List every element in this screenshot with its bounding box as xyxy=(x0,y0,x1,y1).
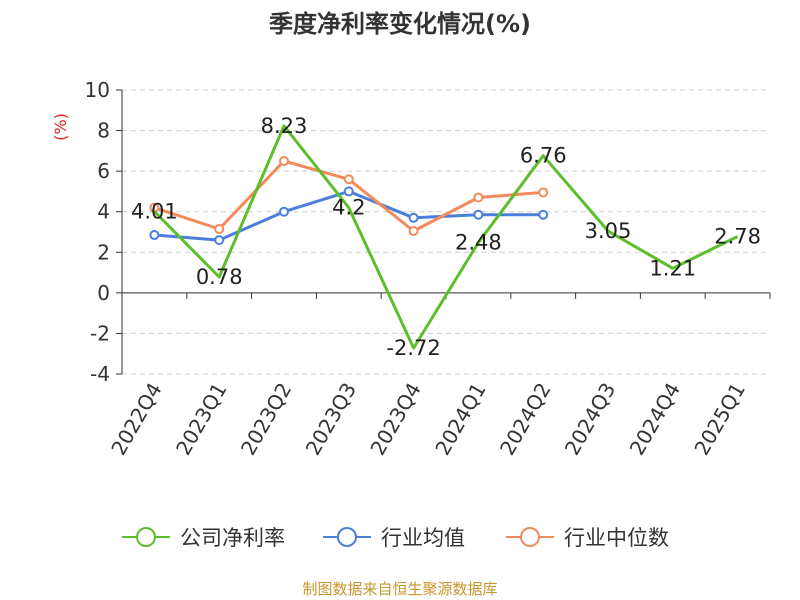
y-tick-label: 2 xyxy=(97,240,110,264)
legend-marker xyxy=(337,527,357,547)
series-point xyxy=(149,230,160,241)
x-tick-label: 2025Q1 xyxy=(689,379,749,460)
series-point xyxy=(343,174,354,185)
x-tick-label: 2023Q3 xyxy=(301,379,361,460)
series-point xyxy=(538,209,549,220)
legend-label: 行业均值 xyxy=(381,526,465,550)
series-point xyxy=(473,192,484,203)
y-tick-label: 0 xyxy=(97,281,110,305)
legend-marker xyxy=(520,527,540,547)
x-tick-label: 2023Q1 xyxy=(171,379,231,460)
series-point xyxy=(473,209,484,220)
y-axis-unit-label: (%) xyxy=(51,113,70,141)
data-label: 2.78 xyxy=(714,224,761,248)
y-tick-label: -4 xyxy=(90,362,110,386)
data-label: -2.72 xyxy=(386,336,440,360)
data-label: 6.76 xyxy=(520,144,567,168)
y-tick-label: -2 xyxy=(90,321,110,345)
series-point xyxy=(343,186,354,197)
data-label: 2.48 xyxy=(455,231,502,255)
y-tick-label: 8 xyxy=(97,119,110,143)
series-point xyxy=(538,187,549,198)
source-note: 制图数据来自恒生聚源数据库 xyxy=(302,580,497,598)
series-point xyxy=(408,212,419,223)
y-tick-label: 6 xyxy=(97,159,110,183)
x-tick-label: 2023Q2 xyxy=(236,379,296,460)
chart-title: 季度净利率变化情况(%) xyxy=(269,10,531,38)
series-lines xyxy=(149,124,739,350)
legend-label: 公司净利率 xyxy=(180,526,285,550)
x-tick-label: 2024Q4 xyxy=(625,379,685,460)
data-label: 4.2 xyxy=(332,196,365,220)
x-tick-label: 2024Q1 xyxy=(430,379,490,460)
legend: 公司净利率 行业均值 行业中位数 xyxy=(122,526,669,550)
data-label: 3.05 xyxy=(585,219,632,243)
data-label: 8.23 xyxy=(261,114,308,138)
data-label: 1.21 xyxy=(649,256,696,280)
y-tick-label: 4 xyxy=(97,200,110,224)
series-point xyxy=(214,235,225,246)
legend-label: 行业中位数 xyxy=(564,526,669,550)
y-tick-label: 10 xyxy=(85,78,110,102)
series-line xyxy=(153,124,739,350)
x-tick-label: 2023Q4 xyxy=(365,379,425,460)
data-label: 0.78 xyxy=(196,265,243,289)
series-point xyxy=(279,206,289,217)
x-tick-label: 2024Q3 xyxy=(560,379,620,460)
x-tick-label: 2022Q4 xyxy=(106,379,166,460)
series-point xyxy=(214,223,225,234)
series-point xyxy=(279,156,289,166)
x-tick-label: 2024Q2 xyxy=(495,379,555,460)
legend-marker xyxy=(136,527,156,547)
data-labels: 4.01 0.78 8.23 4.2 -2.72 2.48 6.76 3.05 1.21 2.78 xyxy=(131,114,761,360)
data-label: 4.01 xyxy=(131,200,178,224)
series-point xyxy=(408,225,419,236)
